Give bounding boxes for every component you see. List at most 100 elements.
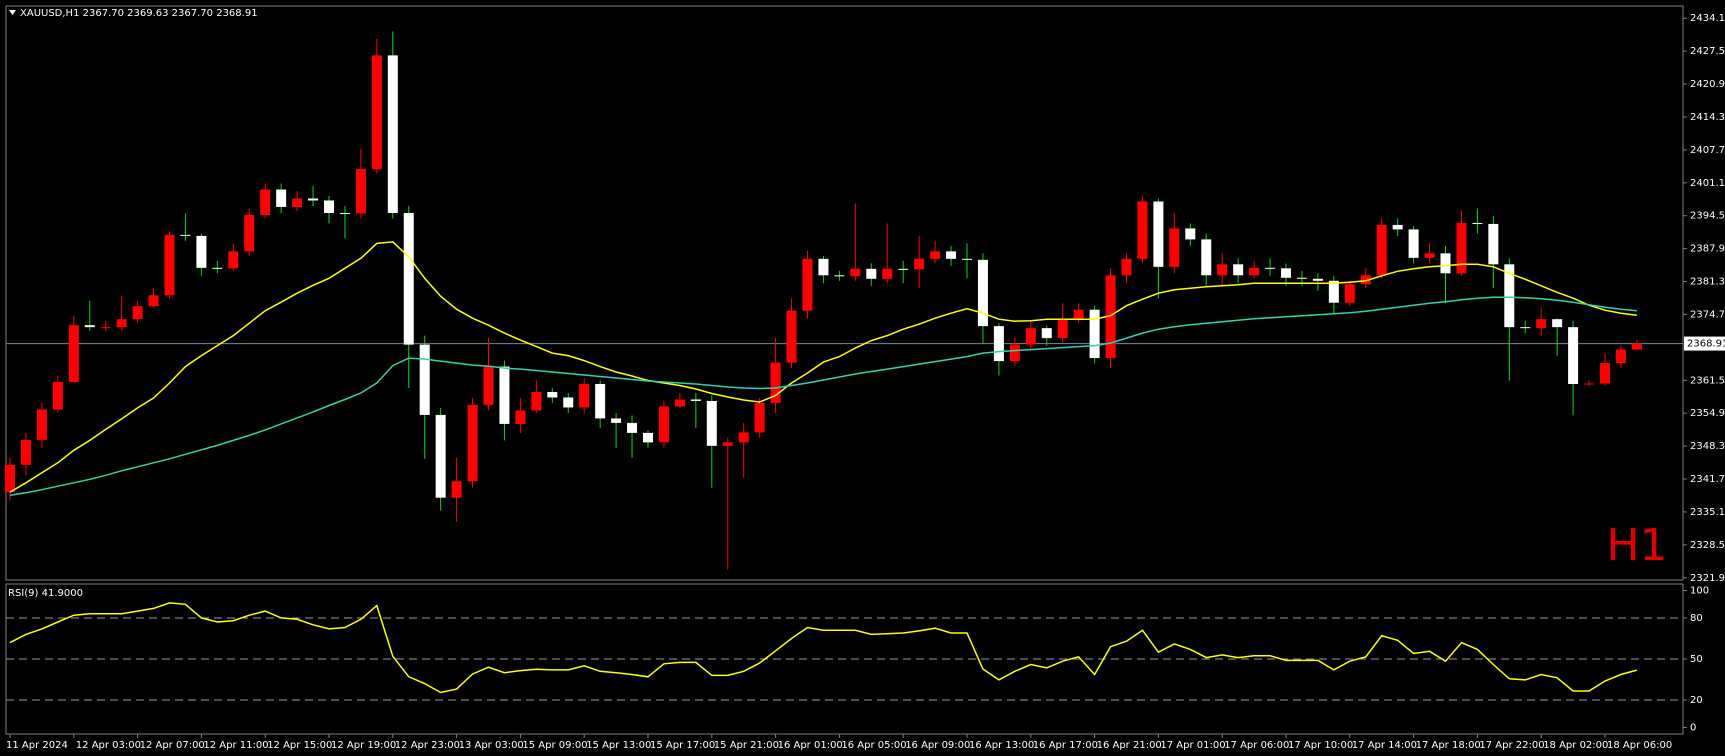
candle-body: [993, 326, 1004, 362]
candle-body: [706, 400, 717, 446]
candle-body: [68, 325, 79, 383]
x-tick-label: 12 Apr 11:00: [203, 740, 268, 751]
candle-body: [1328, 280, 1339, 303]
x-tick-label: 18 Apr 02:00: [1543, 740, 1608, 751]
candle-body: [84, 325, 95, 328]
x-tick-label: 16 Apr 01:00: [778, 740, 843, 751]
candle-body: [5, 464, 15, 493]
candle-body: [324, 200, 334, 213]
dropdown-icon[interactable]: [9, 10, 16, 15]
candle-body: [1041, 328, 1052, 339]
candle-body: [1392, 224, 1403, 230]
x-tick-label: 15 Apr 09:00: [522, 740, 587, 751]
candle-body: [834, 275, 845, 277]
candle-body: [52, 382, 63, 410]
x-tick-label: 17 Apr 14:00: [1352, 740, 1417, 751]
candle-body: [738, 432, 749, 443]
y-tick-label: 2361.55: [1690, 375, 1725, 386]
candle-body: [786, 310, 797, 363]
candle-body: [579, 384, 590, 408]
x-tick-label: 16 Apr 13:00: [969, 740, 1034, 751]
candle-body: [563, 397, 574, 408]
candle-body: [435, 414, 446, 498]
candle-body: [100, 327, 111, 329]
x-tick-label: 16 Apr 17:00: [1033, 740, 1098, 751]
y-tick-label: 2354.95: [1690, 408, 1725, 419]
candle-body: [1344, 284, 1355, 303]
candle-body: [1105, 275, 1116, 359]
y-tick-label: 2348.35: [1690, 441, 1725, 452]
candle-body: [1520, 327, 1531, 329]
candle-body: [1440, 253, 1451, 274]
candle-body: [658, 406, 669, 443]
x-tick-label: 18 Apr 06:00: [1607, 740, 1672, 751]
candle-body: [1217, 264, 1228, 276]
candle-body: [1073, 309, 1084, 320]
candle-body: [1568, 327, 1579, 385]
y-tick-label: 80: [1690, 613, 1703, 624]
candle-body: [977, 259, 988, 327]
x-tick-label: 15 Apr 17:00: [650, 740, 715, 751]
last-price-label: 2368.91: [1687, 339, 1725, 350]
candle-body: [1536, 319, 1547, 329]
candle-body: [339, 212, 350, 214]
main-frame: [5, 5, 1684, 581]
candle-body: [611, 418, 622, 423]
candle-body: [1025, 328, 1036, 345]
candle-body: [1600, 363, 1610, 384]
candle-body: [1121, 258, 1132, 276]
candle-body: [818, 258, 829, 276]
candle-body: [882, 268, 893, 279]
x-tick-label: 17 Apr 10:00: [1288, 740, 1353, 751]
y-tick-label: 2427.55: [1690, 46, 1725, 57]
moving-average-line: [9, 296, 1637, 496]
candle-body: [866, 268, 877, 279]
candle-body: [1137, 201, 1148, 259]
candle-body: [1408, 229, 1419, 258]
y-tick-label: 20: [1690, 695, 1703, 706]
candle-body: [451, 481, 462, 498]
candle-body: [722, 442, 733, 446]
y-tick-label: 2420.95: [1690, 79, 1725, 90]
y-tick-label: 2335.15: [1690, 507, 1725, 518]
candle-body: [547, 391, 558, 398]
candle-body: [355, 169, 366, 214]
chart-title: XAUUSD,H1 2367.70 2369.63 2367.70 2368.9…: [20, 8, 258, 19]
y-tick-label: 2414.35: [1690, 112, 1725, 123]
candle-body: [1456, 222, 1467, 274]
candle-body: [898, 268, 909, 270]
timeframe-watermark: H1: [1606, 520, 1667, 571]
candle-body: [595, 384, 606, 419]
x-tick-label: 11 Apr 2024: [6, 740, 68, 751]
y-tick-label: 2341.75: [1690, 474, 1725, 485]
x-tick-label: 15 Apr 13:00: [586, 740, 651, 751]
candle-body: [1057, 319, 1068, 339]
candle-body: [1376, 224, 1387, 276]
candle-body: [1265, 267, 1276, 269]
candle-body: [1615, 349, 1626, 364]
candle-body: [1296, 277, 1307, 279]
rsi-line: [9, 602, 1638, 694]
candle-body: [180, 234, 191, 236]
candle-body: [1201, 239, 1212, 276]
candle-body: [467, 404, 478, 482]
x-tick-label: 12 Apr 15:00: [267, 740, 332, 751]
y-tick-label: 50: [1690, 654, 1703, 665]
y-tick-label: 2394.55: [1690, 211, 1725, 222]
candle-body: [690, 399, 701, 401]
x-tick-label: 16 Apr 09:00: [905, 740, 970, 751]
candle-body: [1009, 344, 1020, 362]
candle-body: [1153, 201, 1164, 267]
candle-body: [1472, 222, 1483, 224]
x-tick-label: 17 Apr 01:00: [1160, 740, 1225, 751]
candle-body: [403, 212, 414, 345]
candle-body: [1360, 275, 1371, 285]
candle-body: [196, 235, 207, 268]
candle-body: [292, 198, 303, 207]
candle-body: [515, 410, 526, 424]
candle-body: [946, 251, 957, 259]
candle-body: [36, 409, 47, 440]
candle-body: [244, 214, 255, 252]
x-tick-label: 13 Apr 03:00: [459, 740, 524, 751]
